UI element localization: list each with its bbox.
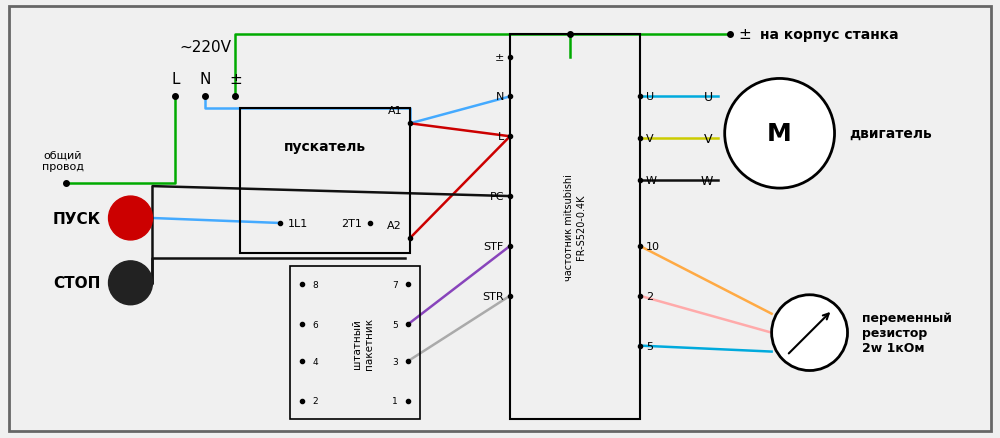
Text: A2: A2 (387, 220, 402, 230)
Text: 2: 2 (312, 396, 318, 406)
Text: ~220V: ~220V (179, 39, 231, 54)
Circle shape (109, 261, 152, 305)
Text: L: L (171, 72, 180, 87)
Text: L: L (498, 132, 504, 142)
Circle shape (109, 197, 152, 240)
Text: 10: 10 (646, 241, 660, 251)
Text: 3: 3 (392, 357, 398, 366)
Bar (240, 109, 410, 253)
Text: на корпус станка: на корпус станка (760, 28, 898, 42)
Bar (290, 266, 420, 420)
Text: W: W (646, 176, 657, 186)
Circle shape (725, 79, 835, 189)
Text: A1: A1 (388, 106, 402, 116)
Text: V: V (646, 134, 653, 144)
Bar (510, 35, 640, 420)
Text: 1L1: 1L1 (288, 219, 309, 229)
Text: 2: 2 (646, 291, 653, 301)
Text: N: N (496, 92, 504, 102)
Text: переменный
резистор
2w 1кОм: переменный резистор 2w 1кОм (862, 311, 952, 354)
Text: 2T1: 2T1 (341, 219, 362, 229)
Text: N: N (200, 72, 211, 87)
Text: ПУСК: ПУСК (52, 211, 101, 226)
Text: СТОП: СТОП (53, 276, 101, 291)
Text: 4: 4 (312, 357, 318, 366)
Text: $\pm$: $\pm$ (229, 72, 242, 87)
Text: 5: 5 (646, 341, 653, 351)
Text: M: M (767, 122, 792, 146)
Text: двигатель: двигатель (850, 127, 932, 141)
Text: $\pm$: $\pm$ (738, 27, 751, 42)
Text: V: V (704, 132, 713, 145)
Text: PC: PC (489, 192, 504, 201)
Text: штатный
пакетник: штатный пакетник (352, 317, 374, 369)
Text: пускатель: пускатель (284, 139, 366, 153)
Text: U: U (646, 92, 654, 102)
Text: 8: 8 (312, 280, 318, 289)
Text: частотник mitsubishi
FR-S520-0.4K: частотник mitsubishi FR-S520-0.4K (564, 173, 586, 280)
Text: U: U (704, 91, 713, 104)
Text: $\pm$: $\pm$ (494, 52, 504, 63)
Text: 5: 5 (392, 320, 398, 329)
Text: STR: STR (482, 291, 504, 301)
Text: W: W (700, 174, 713, 187)
Text: 6: 6 (312, 320, 318, 329)
Text: общий
провод: общий провод (42, 150, 84, 172)
Text: 7: 7 (392, 280, 398, 289)
Circle shape (772, 295, 848, 371)
Text: STF: STF (484, 241, 504, 251)
Text: 1: 1 (392, 396, 398, 406)
